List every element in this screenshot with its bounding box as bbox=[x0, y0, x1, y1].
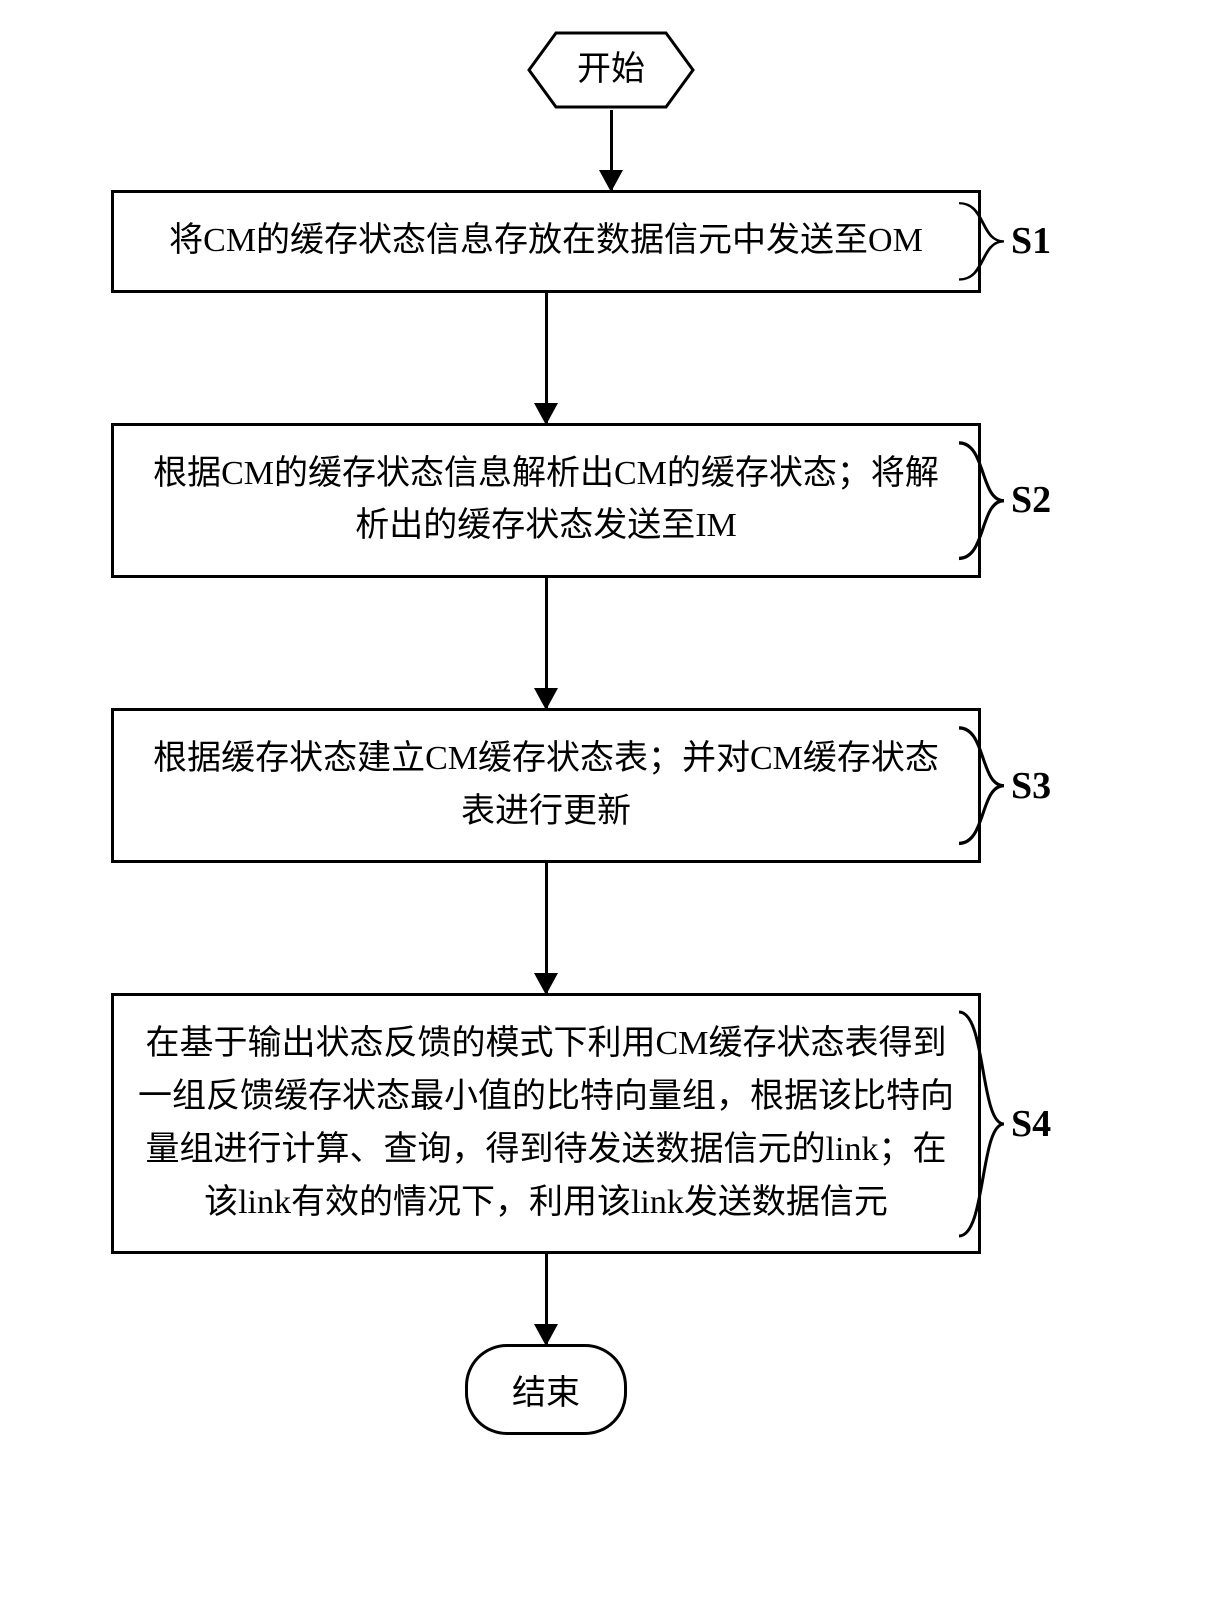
process-row-s3: 根据缓存状态建立CM缓存状态表；并对CM缓存状态表进行更新 S3 bbox=[111, 708, 1111, 863]
brace-s1 bbox=[956, 190, 1016, 293]
start-node: 开始 bbox=[526, 30, 696, 110]
end-text: 结束 bbox=[512, 1375, 580, 1412]
process-s4: 在基于输出状态反馈的模式下利用CM缓存状态表得到一组反馈缓存状态最小值的比特向量… bbox=[111, 993, 981, 1254]
arrow-icon bbox=[545, 578, 548, 708]
process-row-s4: 在基于输出状态反馈的模式下利用CM缓存状态表得到一组反馈缓存状态最小值的比特向量… bbox=[111, 993, 1111, 1254]
edge-s4-end bbox=[545, 1254, 548, 1344]
start-text: 开始 bbox=[577, 51, 645, 88]
arrow-icon bbox=[545, 293, 548, 423]
process-s2: 根据CM的缓存状态信息解析出CM的缓存状态；将解析出的缓存状态发送至IM bbox=[111, 423, 981, 578]
brace-s4 bbox=[956, 984, 1016, 1264]
process-s1: 将CM的缓存状态信息存放在数据信元中发送至OM bbox=[111, 190, 981, 293]
process-row-s1: 将CM的缓存状态信息存放在数据信元中发送至OM S1 bbox=[111, 190, 1111, 293]
step-label-s4: S4 bbox=[1011, 1102, 1051, 1146]
edge-s2-s3 bbox=[545, 578, 548, 708]
process-s3: 根据缓存状态建立CM缓存状态表；并对CM缓存状态表进行更新 bbox=[111, 708, 981, 863]
process-row-s2: 根据CM的缓存状态信息解析出CM的缓存状态；将解析出的缓存状态发送至IM S2 bbox=[111, 423, 1111, 578]
edge-start-s1 bbox=[610, 110, 613, 190]
step-label-s1: S1 bbox=[1011, 219, 1051, 263]
step-label-s2: S2 bbox=[1011, 478, 1051, 522]
edge-s3-s4 bbox=[545, 863, 548, 993]
arrow-icon bbox=[610, 110, 613, 190]
brace-s2 bbox=[956, 423, 1016, 578]
brace-s3 bbox=[956, 708, 1016, 863]
arrow-icon bbox=[545, 863, 548, 993]
flowchart-container: 开始 将CM的缓存状态信息存放在数据信元中发送至OM S1 根据CM的缓存状态信… bbox=[111, 30, 1111, 1435]
end-node: 结束 bbox=[465, 1344, 627, 1435]
step-label-s3: S3 bbox=[1011, 764, 1051, 808]
arrow-icon bbox=[545, 1254, 548, 1344]
edge-s1-s2 bbox=[545, 293, 548, 423]
